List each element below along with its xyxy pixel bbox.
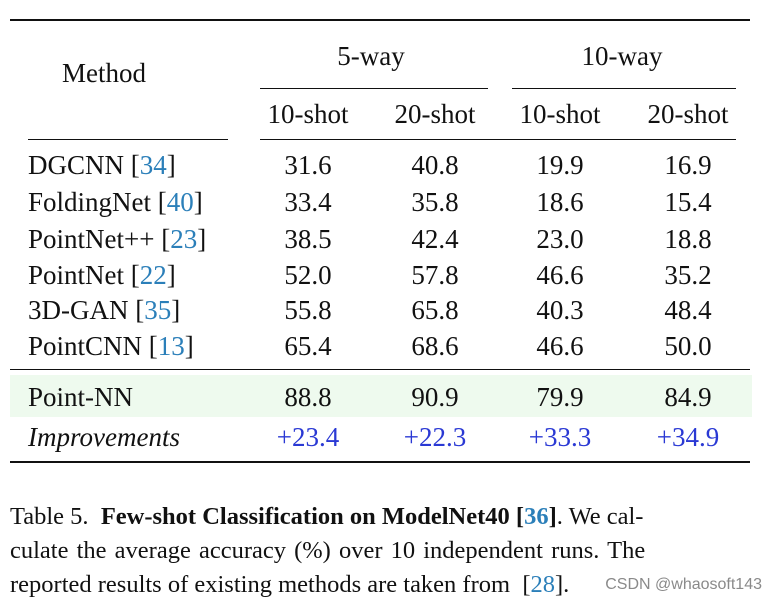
- method-name: PointNet++: [28, 224, 155, 254]
- table-row-method: PointCNN [13]: [28, 331, 194, 361]
- caption-line-1: Table 5. Few-shot Classification on Mode…: [10, 503, 644, 530]
- table-cell: 23.0: [536, 224, 584, 254]
- table-row-method: PointNet [22]: [28, 260, 176, 290]
- method-header: Method: [62, 58, 146, 88]
- method-name: PointNet: [28, 260, 125, 290]
- table-cell: 55.8: [284, 295, 332, 325]
- caption-line-3: reported results of existing methods are…: [10, 571, 570, 598]
- table-cell: 31.6: [284, 150, 332, 180]
- caption-line-2: culate the average accuracy (%) over 10 …: [10, 537, 646, 564]
- citation-link[interactable]: 35: [144, 295, 172, 325]
- table-cell: 35.2: [664, 260, 712, 290]
- ours-method: Point-NN: [28, 382, 134, 412]
- table-cell: 50.0: [664, 331, 712, 361]
- table-row-method: DGCNN [34]: [28, 150, 176, 180]
- table-cell: 52.0: [284, 260, 332, 290]
- subheader-10way-10shot: 10-shot: [519, 99, 601, 129]
- citation-link[interactable]: 23: [170, 224, 198, 254]
- improvement-cell: +23.4: [276, 422, 340, 452]
- method-name: PointCNN: [28, 331, 143, 361]
- table-cell: 40.3: [536, 295, 584, 325]
- table-cell: 42.4: [411, 224, 459, 254]
- highlight-row: [10, 375, 752, 417]
- table-cell: 18.6: [536, 187, 584, 217]
- citation-link[interactable]: 22: [139, 260, 167, 290]
- caption-line1-rest: . We cal-: [556, 503, 644, 530]
- table-cell: 68.6: [411, 331, 459, 361]
- table-cell: 40.8: [411, 150, 459, 180]
- table-cell: 16.9: [664, 150, 712, 180]
- table-cell: 35.8: [411, 187, 459, 217]
- table-cell: 15.4: [664, 187, 712, 217]
- table-caption: Table 5. Few-shot Classification on Mode…: [10, 500, 758, 602]
- method-name: 3D-GAN: [28, 295, 129, 325]
- top-rule: [10, 19, 750, 21]
- citation-link[interactable]: 34: [139, 150, 167, 180]
- improvement-cell: +33.3: [528, 422, 592, 452]
- group-rule-10way: [512, 88, 736, 89]
- table-cell: 38.5: [284, 224, 332, 254]
- watermark: CSDN @whaosoft143: [605, 576, 762, 593]
- caption-line3-text: reported results of existing methods are…: [10, 571, 511, 598]
- improvement-cell: +34.9: [656, 422, 720, 452]
- table-cell: 48.4: [664, 295, 712, 325]
- body-rule: [10, 369, 750, 370]
- table-row-method: 3D-GAN [35]: [28, 295, 181, 325]
- table-cell: 18.8: [664, 224, 712, 254]
- table-row-method: FoldingNet [40]: [28, 187, 203, 217]
- table-cell: 46.6: [536, 331, 584, 361]
- citation-link[interactable]: 28: [530, 571, 555, 598]
- caption-prefix: Table 5.: [10, 503, 89, 530]
- table-row-method: PointNet++ [23]: [28, 224, 207, 254]
- subheader-5way-10shot: 10-shot: [267, 99, 349, 129]
- subheader-5way-20shot: 20-shot: [394, 99, 476, 129]
- ours-cell: 88.8: [284, 382, 332, 412]
- bottom-rule: [10, 461, 750, 463]
- method-name: DGCNN: [28, 150, 125, 180]
- citation-link[interactable]: 13: [157, 331, 185, 361]
- group-header-5way: 5-way: [337, 41, 405, 71]
- table-cell: 46.6: [536, 260, 584, 290]
- table-cell: 19.9: [536, 150, 584, 180]
- table-cell: 33.4: [284, 187, 332, 217]
- ours-cell: 79.9: [536, 382, 584, 412]
- table-cell: 65.8: [411, 295, 459, 325]
- method-name: FoldingNet: [28, 187, 152, 217]
- caption-title: Few-shot Classification on ModelNet40: [100, 503, 510, 530]
- improvements-label: Improvements: [28, 422, 180, 452]
- citation-link[interactable]: 40: [166, 187, 194, 217]
- improvement-cell: +22.3: [403, 422, 467, 452]
- group-header-10way: 10-way: [581, 41, 663, 71]
- table-cell: 57.8: [411, 260, 459, 290]
- header-rule-right: [260, 139, 736, 140]
- table-cell: 65.4: [284, 331, 332, 361]
- subheader-10way-20shot: 20-shot: [647, 99, 729, 129]
- group-rule-5way: [260, 88, 488, 89]
- citation-link[interactable]: 36: [524, 503, 549, 530]
- ours-cell: 90.9: [411, 382, 459, 412]
- ours-cell: 84.9: [664, 382, 712, 412]
- header-rule-left: [28, 139, 228, 140]
